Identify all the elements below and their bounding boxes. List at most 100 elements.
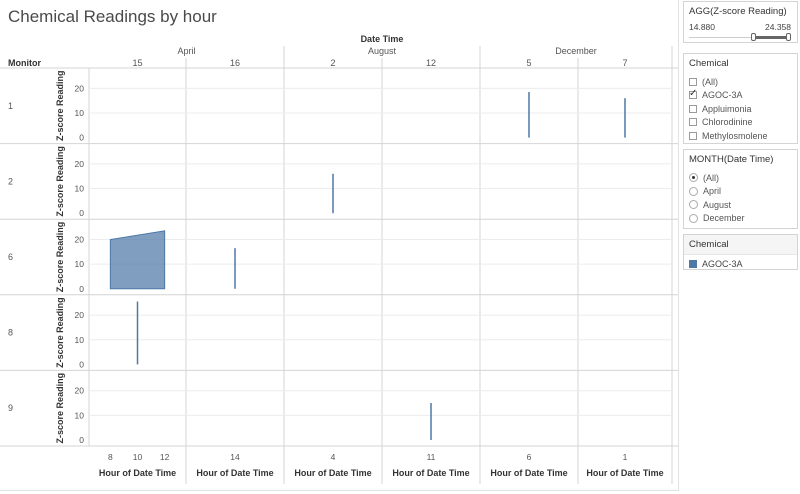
chemical-filter-option-label: Methylosmolene xyxy=(702,130,768,141)
radio-button[interactable] xyxy=(689,200,698,210)
radio-button[interactable] xyxy=(689,173,698,183)
slider-max-handle[interactable] xyxy=(786,33,791,41)
y-tick-label: 0 xyxy=(79,284,84,294)
view-border xyxy=(0,0,679,491)
checkbox[interactable] xyxy=(689,77,697,86)
month-header: August xyxy=(368,46,397,56)
month-filter-list: (All) April August December xyxy=(684,171,797,225)
day-header: 15 xyxy=(132,58,142,68)
y-tick-label: 20 xyxy=(75,159,85,169)
month-filter-option[interactable]: December xyxy=(684,212,797,226)
chemical-filter-title: Chemical xyxy=(689,58,729,69)
month-header: December xyxy=(555,46,597,56)
x-axis-label: Hour of Date Time xyxy=(294,468,371,478)
monitor-label: 9 xyxy=(8,403,13,413)
chemical-filter-option-label: Appluimonia xyxy=(702,103,752,114)
month-header: April xyxy=(177,46,195,56)
chemical-filter-panel: Chemical (All) AGOC-3A Appluimonia Chlorodi… xyxy=(683,53,798,144)
y-tick-label: 10 xyxy=(75,184,85,194)
chemical-filter-option[interactable]: Methylosmolene xyxy=(684,129,797,143)
area-mark xyxy=(109,230,166,290)
chemical-filter-option[interactable]: Appluimonia xyxy=(684,102,797,116)
chemical-filter-option-label: (All) xyxy=(702,76,718,87)
chart-title: Chemical Readings by hour xyxy=(8,7,217,26)
month-filter-option[interactable]: (All) xyxy=(684,171,797,185)
chemical-filter-option[interactable]: AGOC-3A xyxy=(684,88,797,103)
checkbox[interactable] xyxy=(689,104,697,113)
chemical-filter-option[interactable]: Chlorodinine xyxy=(684,116,797,130)
y-axis-label: Z-score Reading xyxy=(55,146,65,217)
row-header: Monitor xyxy=(8,58,41,68)
chemical-filter-option[interactable]: (All) xyxy=(684,75,797,89)
checkbox[interactable] xyxy=(689,88,697,100)
range-max-value: 24.358 xyxy=(765,22,791,32)
checkbox[interactable] xyxy=(689,131,697,140)
x-tick-label: 8 xyxy=(108,452,113,462)
y-axis-label: Z-score Reading xyxy=(55,297,65,368)
y-tick-label: 0 xyxy=(79,208,84,218)
x-axis-label: Hour of Date Time xyxy=(586,468,663,478)
y-tick-label: 20 xyxy=(75,235,85,245)
month-filter-option-label: December xyxy=(703,213,745,224)
month-filter-option-label: August xyxy=(703,199,732,210)
y-tick-label: 0 xyxy=(79,359,84,369)
monitor-label: 6 xyxy=(8,252,13,262)
range-filter-title: AGG(Z-score Reading) xyxy=(689,6,787,17)
legend-list: AGOC-3A xyxy=(684,259,797,269)
legend-title: Chemical xyxy=(684,235,797,255)
y-tick-label: 10 xyxy=(75,259,85,269)
y-tick-label: 20 xyxy=(75,83,85,93)
legend-swatch xyxy=(689,260,697,268)
chemical-filter-list: (All) AGOC-3A Appluimonia Chlorodinine Methy… xyxy=(684,75,797,143)
monitor-label: 8 xyxy=(8,328,13,338)
x-axis-label: Hour of Date Time xyxy=(99,468,176,478)
month-filter-panel: MONTH(Date Time) (All) April August Decembe… xyxy=(683,149,798,229)
legend-panel: Chemical AGOC-3A xyxy=(683,234,798,270)
x-tick-label: 12 xyxy=(160,452,170,462)
monitor-label: 2 xyxy=(8,176,13,186)
x-axis-label: Hour of Date Time xyxy=(392,468,469,478)
month-filter-title: MONTH(Date Time) xyxy=(689,154,774,165)
range-filter-panel: AGG(Z-score Reading) 14.880 24.358 xyxy=(683,1,798,43)
range-min-value: 14.880 xyxy=(689,22,715,32)
legend-item[interactable]: AGOC-3A xyxy=(684,259,797,269)
checkbox[interactable] xyxy=(689,118,697,127)
day-header: 2 xyxy=(330,58,335,68)
day-header: 7 xyxy=(622,58,627,68)
slider-fill xyxy=(753,36,791,39)
radio-button[interactable] xyxy=(689,213,698,223)
y-tick-label: 0 xyxy=(79,435,84,445)
legend-label: AGOC-3A xyxy=(702,259,743,269)
x-tick-label: 1 xyxy=(623,452,628,462)
y-tick-label: 0 xyxy=(79,133,84,143)
y-tick-label: 10 xyxy=(75,335,85,345)
x-axis-label: Hour of Date Time xyxy=(490,468,567,478)
x-tick-label: 4 xyxy=(331,452,336,462)
month-filter-option-label: April xyxy=(703,186,722,197)
month-filter-option-label: (All) xyxy=(703,172,719,183)
y-tick-label: 20 xyxy=(75,386,85,396)
radio-button[interactable] xyxy=(689,186,698,196)
month-filter-option[interactable]: April xyxy=(684,185,797,199)
x-tick-label: 11 xyxy=(427,452,436,462)
column-header: Date Time xyxy=(361,34,404,44)
day-header: 5 xyxy=(526,58,531,68)
slider-track xyxy=(689,37,791,38)
day-header: 16 xyxy=(230,58,240,68)
range-slider[interactable] xyxy=(689,32,791,44)
chemical-filter-option-label: Chlorodinine xyxy=(702,117,753,128)
y-axis-label: Z-score Reading xyxy=(55,222,65,293)
x-axis-label: Hour of Date Time xyxy=(196,468,273,478)
y-axis-label: Z-score Reading xyxy=(55,373,65,444)
month-filter-option[interactable]: August xyxy=(684,198,797,212)
slider-min-handle[interactable] xyxy=(751,33,756,41)
x-tick-label: 14 xyxy=(230,452,240,462)
x-tick-label: 10 xyxy=(133,452,143,462)
chemical-filter-option-label: AGOC-3A xyxy=(702,90,743,101)
x-tick-label: 6 xyxy=(527,452,532,462)
monitor-label: 1 xyxy=(8,101,13,111)
range-values: 14.880 24.358 xyxy=(684,20,797,32)
y-tick-label: 10 xyxy=(75,410,85,420)
day-header: 12 xyxy=(426,58,436,68)
